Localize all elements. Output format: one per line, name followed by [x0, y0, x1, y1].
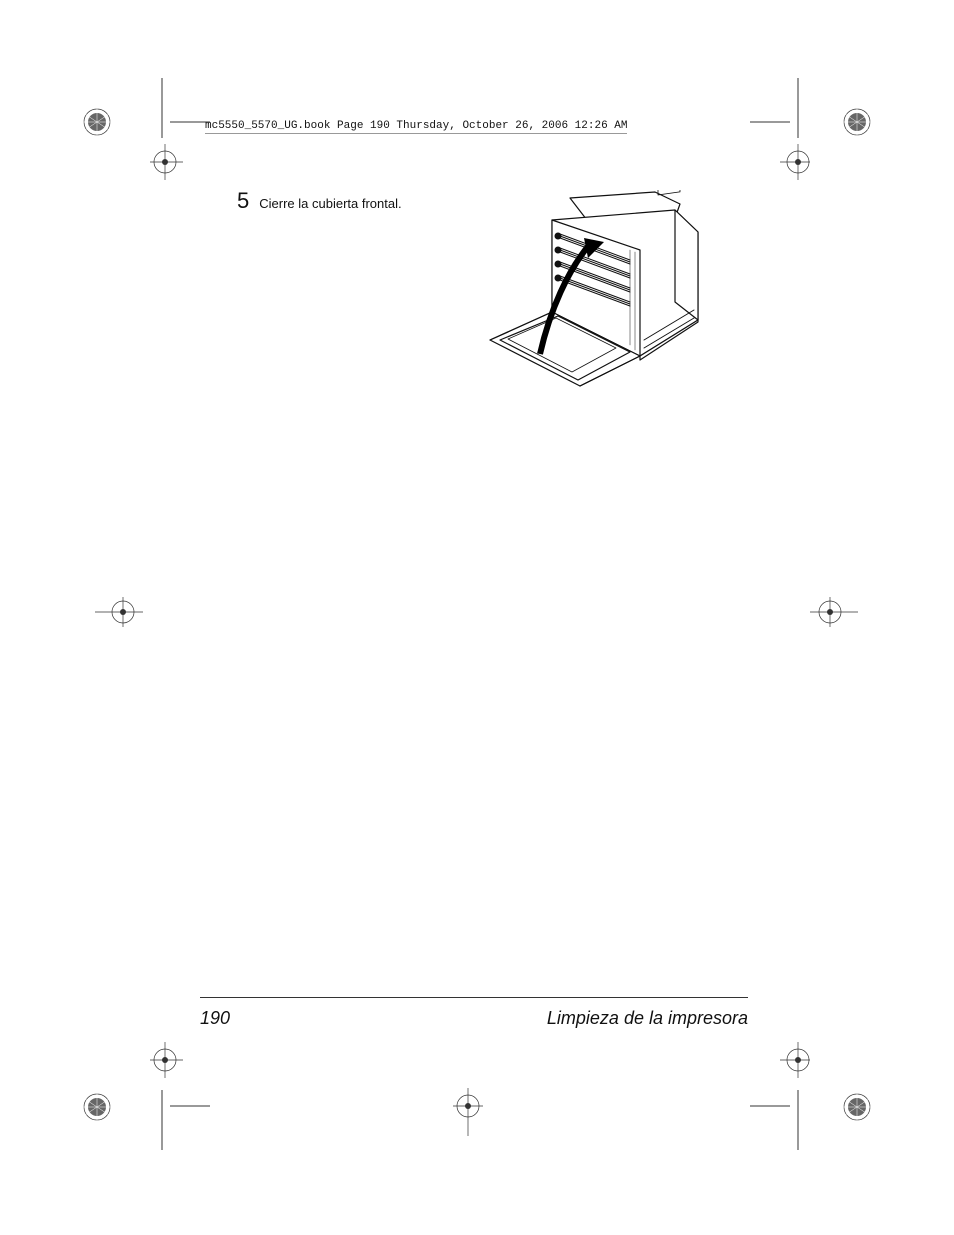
cropmark-icon [453, 1088, 483, 1136]
header-file-info: mc5550_5570_UG.book Page 190 Thursday, O… [205, 120, 627, 134]
cropmark-icon [840, 1090, 874, 1124]
cropmark-icon [840, 105, 874, 139]
section-title: Limpieza de la impresora [547, 1008, 748, 1029]
cropmark-icon [95, 597, 143, 627]
cropmark-icon [80, 105, 114, 139]
cropmark-icon [150, 1040, 210, 1150]
document-page: mc5550_5570_UG.book Page 190 Thursday, O… [0, 0, 954, 1235]
printer-illustration [480, 190, 715, 390]
cropmark-icon [750, 78, 810, 188]
page-number: 190 [200, 1008, 230, 1029]
step-text: Cierre la cubierta frontal. [259, 196, 401, 211]
step-number: 5 [237, 188, 249, 214]
instruction-step: 5 Cierre la cubierta frontal. [237, 188, 402, 214]
cropmark-icon [150, 78, 210, 188]
cropmark-icon [80, 1090, 114, 1124]
footer-rule [200, 997, 748, 998]
cropmark-icon [750, 1040, 810, 1150]
cropmark-icon [810, 597, 858, 627]
